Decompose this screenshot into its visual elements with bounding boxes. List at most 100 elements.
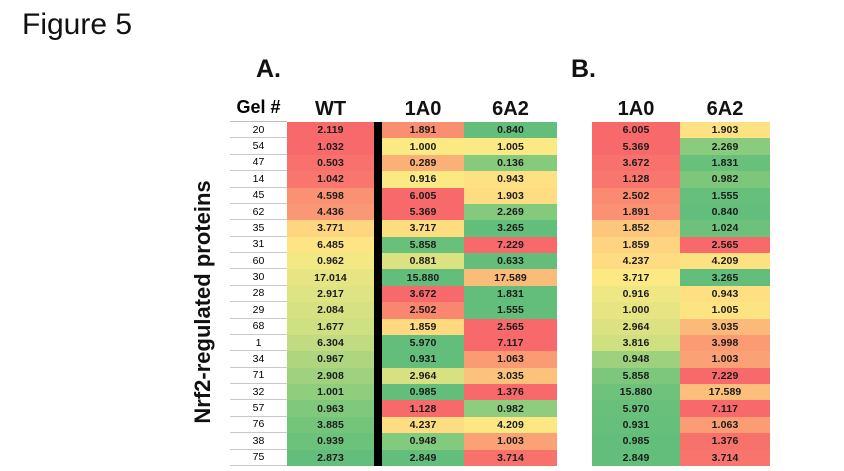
heatmap-cell: 2.908 — [287, 367, 374, 384]
heatmap-row: 14 1.042 0.916 0.943 — [230, 171, 557, 188]
heatmap-cell: 3.035 — [464, 367, 557, 384]
heatmap-row: 1.000 1.005 — [592, 302, 770, 319]
heatmap-row: 2.502 1.555 — [592, 187, 770, 204]
heatmap-row: 15.880 17.589 — [592, 384, 770, 401]
heatmap-cell: 0.985 — [592, 433, 680, 450]
heatmap-cell: 0.985 — [382, 384, 464, 401]
heatmap-cell: 6.005 — [592, 122, 680, 139]
column-divider-bar — [374, 351, 382, 368]
column-divider-bar — [374, 433, 382, 450]
heatmap-cell: 4.209 — [464, 416, 557, 434]
heatmap-cell: 6.304 — [287, 334, 374, 352]
column-divider-bar — [374, 384, 382, 401]
gel-number-cell: 54 — [230, 138, 287, 155]
column-divider-bar — [374, 416, 382, 434]
heatmap-cell: 1.005 — [464, 138, 557, 155]
column-divider-bar — [374, 187, 382, 204]
heatmap-cell: 0.982 — [464, 400, 557, 417]
heatmap-cell: 0.840 — [464, 122, 557, 139]
gel-number-cell: 75 — [230, 449, 287, 466]
heatmap-cell: 2.565 — [464, 318, 557, 335]
heatmap-cell: 2.873 — [287, 449, 374, 466]
heatmap-cell: 2.119 — [287, 122, 374, 139]
heatmap-row: 2.964 3.035 — [592, 318, 770, 335]
gel-number-cell: 30 — [230, 269, 287, 286]
heatmap-cell: 17.589 — [464, 269, 557, 286]
heatmap-cell: 0.881 — [382, 253, 464, 270]
heatmap-cell: 3.672 — [382, 285, 464, 303]
divider-spacer — [374, 96, 382, 122]
heatmap-cell: 1.005 — [680, 302, 770, 319]
heatmap-row: 68 1.677 1.859 2.565 — [230, 318, 557, 335]
heatmap-row: 6.005 1.903 — [592, 122, 770, 139]
column-header-6a2: 6A2 — [492, 98, 529, 120]
y-axis-label: Nrf2-regulated proteins — [190, 180, 215, 424]
heatmap-cell: 2.964 — [592, 318, 680, 335]
gel-number-cell: 35 — [230, 220, 287, 237]
gel-number-cell: 34 — [230, 351, 287, 368]
heatmap-row: 32 1.001 0.985 1.376 — [230, 384, 557, 401]
heatmap-row: 0.916 0.943 — [592, 285, 770, 303]
heatmap-cell: 5.970 — [382, 334, 464, 352]
heatmap-row: 5.970 7.117 — [592, 400, 770, 417]
gel-number-cell: 62 — [230, 203, 287, 221]
gel-number-cell: 38 — [230, 433, 287, 450]
heatmap-cell: 4.237 — [592, 253, 680, 270]
column-divider-bar — [374, 236, 382, 253]
heatmap-row: 3.672 1.831 — [592, 154, 770, 172]
column-divider-bar — [374, 154, 382, 172]
heatmap-cell: 3.771 — [287, 220, 374, 237]
heatmap-cell: 3.265 — [680, 269, 770, 286]
heatmap-cell: 1.042 — [287, 171, 374, 188]
heatmap-cell: 1.677 — [287, 318, 374, 335]
heatmap-cell: 4.209 — [680, 253, 770, 270]
heatmap-cell: 1.859 — [592, 236, 680, 253]
heatmap-cell: 2.849 — [382, 449, 464, 466]
heatmap-cell: 0.931 — [592, 416, 680, 434]
heatmap-row: 54 1.032 1.000 1.005 — [230, 138, 557, 155]
heatmap-cell: 3.998 — [680, 334, 770, 352]
heatmap-cell: 1.128 — [592, 171, 680, 188]
heatmap-cell: 1.831 — [464, 285, 557, 303]
heatmap-row: 30 17.014 15.880 17.589 — [230, 269, 557, 286]
heatmap-row: 38 0.939 0.948 1.003 — [230, 433, 557, 450]
heatmap-panel-b: 1A0 6A2 6.005 1.903 5.369 2.269 3.672 1.831 1.12… — [592, 90, 770, 466]
heatmap-cell: 1.024 — [680, 220, 770, 237]
column-header-wt: WT — [314, 98, 347, 120]
heatmap-row: 3.816 3.998 — [592, 334, 770, 352]
heatmap-cell: 3.265 — [464, 220, 557, 237]
heatmap-cell: 0.982 — [680, 171, 770, 188]
gel-number-cell: 57 — [230, 400, 287, 417]
heatmap-cell: 3.885 — [287, 416, 374, 434]
heatmap-cell: 1.376 — [464, 384, 557, 401]
column-divider-bar — [374, 367, 382, 384]
column-divider-bar — [374, 138, 382, 155]
heatmap-cell: 2.084 — [287, 302, 374, 319]
heatmap-cell: 0.289 — [382, 154, 464, 172]
heatmap-cell: 17.589 — [680, 384, 770, 401]
heatmap-cell: 1.831 — [680, 154, 770, 172]
heatmap-cell: 2.502 — [592, 187, 680, 204]
heatmap-cell: 4.598 — [287, 187, 374, 204]
heatmap-cell: 3.816 — [592, 334, 680, 352]
heatmap-cell: 0.503 — [287, 154, 374, 172]
heatmap-cell: 5.369 — [592, 138, 680, 155]
heatmap-row: 1.891 0.840 — [592, 203, 770, 221]
heatmap-cell: 1.903 — [680, 122, 770, 139]
column-divider-bar — [374, 302, 382, 319]
header-row: 1A0 6A2 — [592, 90, 770, 122]
heatmap-row: 62 4.436 5.369 2.269 — [230, 203, 557, 221]
heatmap-cell: 0.136 — [464, 154, 557, 172]
heatmap-cell: 3.717 — [382, 220, 464, 237]
heatmap-cell: 2.964 — [382, 367, 464, 384]
heatmap-row: 75 2.873 2.849 3.714 — [230, 449, 557, 466]
heatmap-cell: 1.376 — [680, 433, 770, 450]
heatmap-cell: 7.117 — [680, 400, 770, 417]
heatmap-cell: 7.117 — [464, 334, 557, 352]
figure-title: Figure 5 — [22, 8, 133, 41]
heatmap-row: 29 2.084 2.502 1.555 — [230, 302, 557, 319]
gel-number-cell: 32 — [230, 384, 287, 401]
heatmap-row: 1.852 1.024 — [592, 220, 770, 237]
gel-number-cell: 45 — [230, 187, 287, 204]
